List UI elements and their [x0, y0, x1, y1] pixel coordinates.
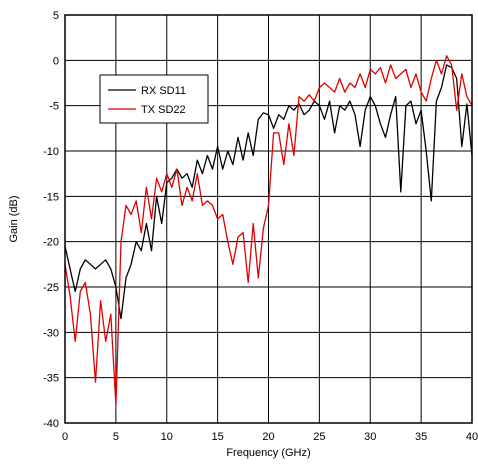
- x-tick-label-4: 20: [262, 431, 274, 443]
- y-tick-label-6: -25: [43, 282, 59, 294]
- y-tick-label-9: -40: [43, 418, 59, 430]
- y-tick-label-5: -20: [43, 237, 59, 249]
- legend-label-rx-sd11: RX SD11: [141, 85, 186, 97]
- y-tick-label-7: -30: [43, 327, 59, 339]
- legend-label-tx-sd22: TX SD22: [141, 104, 186, 116]
- y-tick-label-1: 0: [53, 55, 59, 67]
- series-line-tx-sd22: [64, 55, 473, 406]
- x-tick-label-7: 35: [415, 431, 427, 443]
- series-group: [64, 55, 473, 406]
- y-tick-label-4: -15: [43, 191, 59, 203]
- y-tick-label-8: -35: [43, 373, 59, 385]
- y-tick-label-2: -5: [49, 101, 59, 113]
- x-tick-label-5: 25: [313, 431, 325, 443]
- y-tick-label-3: -10: [43, 146, 59, 158]
- x-tick-label-3: 15: [212, 431, 224, 443]
- x-tick-label-2: 10: [161, 431, 173, 443]
- tick-labels: 0 5 10 15 20 25 30 35 40 5 0 -5 -10 -15 -20 -25 -30 -35 -4…: [43, 10, 478, 443]
- x-tick-label-8: 40: [466, 431, 478, 443]
- legend-box: [99, 74, 209, 124]
- legend: RX SD11 TX SD22: [99, 74, 209, 124]
- x-tick-label-1: 5: [113, 431, 119, 443]
- x-tick-label-0: 0: [62, 431, 68, 443]
- series-line-rx-sd11: [64, 64, 473, 320]
- plot-frame: [64, 14, 473, 424]
- y-tick-label-0: 5: [53, 10, 59, 22]
- y-axis-label: Gain (dB): [8, 195, 20, 242]
- x-axis-label: Frequency (GHz): [226, 447, 310, 459]
- x-tick-label-6: 30: [364, 431, 376, 443]
